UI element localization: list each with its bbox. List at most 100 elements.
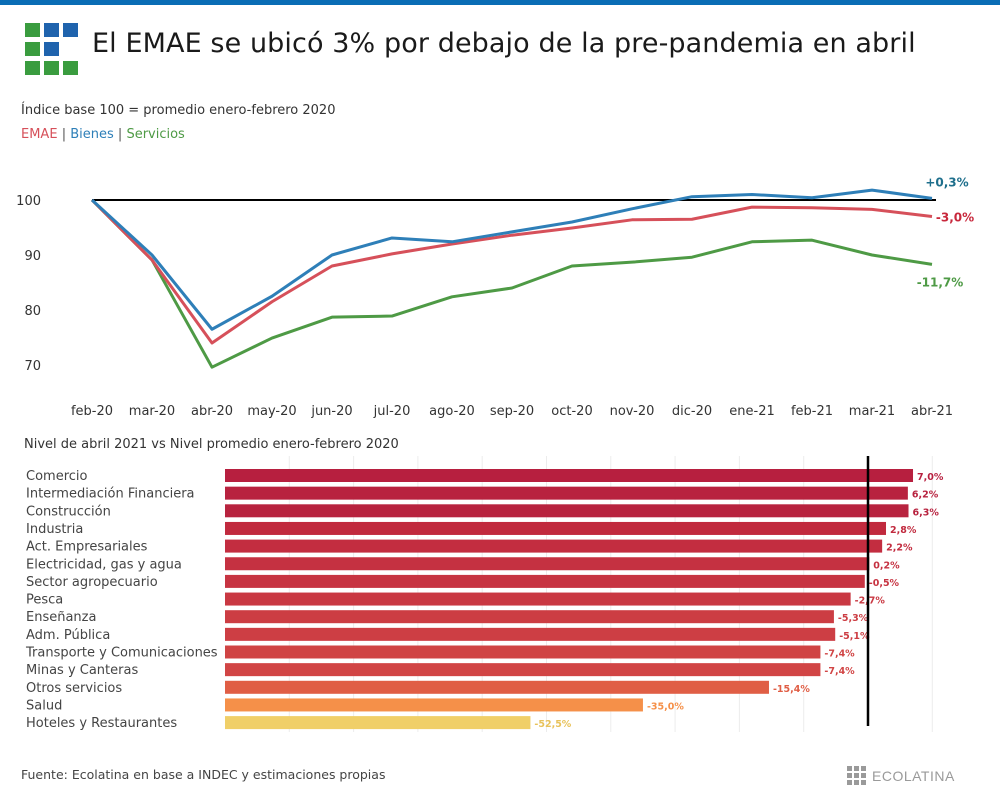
end-label-servicios: -11,7% [917, 275, 964, 289]
bar-value-label: -35,0% [647, 701, 684, 712]
category-label: Adm. Pública [26, 628, 110, 643]
bar-value-label: -52,5% [534, 719, 571, 730]
logo-cell [63, 61, 78, 75]
top-accent-bar [0, 0, 1000, 5]
brand-grid-cell [861, 773, 866, 778]
legend-item-bienes: Bienes [70, 127, 114, 142]
bar-value-label: 6,3% [913, 507, 940, 518]
x-tick-label: jul-20 [373, 404, 411, 419]
category-label: Pesca [26, 593, 63, 608]
legend: EMAE | Bienes | Servicios [21, 127, 185, 142]
ecolatina-logo-icon [25, 23, 78, 75]
line-chart-subtitle: Índice base 100 = promedio enero-febrero… [21, 103, 336, 118]
logo-cell [25, 42, 40, 56]
end-label-emae: -3,0% [936, 211, 974, 225]
bar [225, 645, 821, 659]
source-note: Fuente: Ecolatina en base a INDEC y esti… [21, 767, 386, 782]
series-line-emae [90, 198, 933, 345]
bar [225, 574, 865, 588]
bar [225, 557, 870, 571]
bar-value-label: 6,2% [912, 490, 939, 501]
legend-separator: | [117, 127, 123, 142]
series-line-servicios [90, 198, 933, 369]
brand-name: ECOLATINA [872, 768, 955, 784]
category-label: Sector agropecuario [26, 575, 158, 590]
category-label: Transporte y Comunicaciones [25, 646, 218, 661]
logo-cell [63, 23, 78, 37]
x-tick-label: mar-20 [129, 404, 175, 419]
logo-cell [25, 61, 40, 75]
brand-grid-cell [854, 773, 859, 778]
brand-grid-cell [861, 766, 866, 771]
x-tick-label: ago-20 [429, 404, 475, 419]
bar [225, 627, 836, 641]
x-tick-label: abr-20 [191, 404, 233, 419]
bar-value-label: -7,4% [824, 649, 855, 660]
bar-chart: Comercio 7,0% Intermediación Financiera 6,2… [25, 456, 944, 732]
category-label: Intermediación Financiera [26, 487, 195, 502]
legend-separator: | [61, 127, 67, 142]
bar-value-label: 7,0% [917, 472, 944, 483]
x-tick-label: may-20 [247, 404, 296, 419]
x-tick-label: sep-20 [490, 404, 534, 419]
category-label: Electricidad, gas y agua [26, 557, 182, 572]
legend-item-emae: EMAE [21, 127, 58, 142]
line-chart: 70 80 90 100 feb-20 mar-20 abr-20 may-20 jun-20 j… [16, 175, 974, 419]
bar [225, 521, 887, 535]
category-label: Industria [26, 522, 83, 537]
brand-mark: ECOLATINA [847, 766, 955, 786]
bar-chart-title: Nivel de abril 2021 vs Nivel promedio en… [24, 437, 399, 452]
bar [225, 610, 834, 624]
bar-value-label: -5,3% [838, 613, 869, 624]
brand-grid-cell [847, 773, 852, 778]
x-tick-label: feb-20 [71, 404, 113, 419]
brand-grid-icon [847, 766, 867, 786]
bar-value-label: 0,2% [873, 560, 900, 571]
category-label: Enseñanza [26, 610, 96, 625]
brand-grid-cell [861, 780, 866, 785]
bar-value-label: -0,5% [869, 578, 900, 589]
bar [225, 469, 914, 482]
category-label: Hoteles y Restaurantes [26, 716, 177, 731]
category-label: Construcción [26, 504, 111, 519]
bar [225, 504, 909, 518]
x-tick-label: jun-20 [310, 404, 352, 419]
bar [225, 663, 821, 677]
brand-grid-cell [854, 780, 859, 785]
y-tick-label: 70 [24, 359, 41, 374]
legend-item-servicios: Servicios [126, 127, 185, 142]
brand-grid-cell [847, 780, 852, 785]
bar-value-label: 2,2% [886, 543, 913, 554]
bar [225, 592, 851, 606]
category-label: Salud [26, 698, 62, 713]
y-tick-label: 100 [16, 194, 41, 209]
bar [225, 698, 643, 712]
category-label: Act. Empresariales [26, 540, 148, 555]
bar-value-label: -15,4% [773, 684, 810, 695]
page-title: El EMAE se ubicó 3% por debajo de la pre… [92, 28, 916, 59]
bar [225, 539, 883, 553]
bar [225, 680, 769, 694]
category-label: Comercio [26, 469, 88, 484]
x-tick-label: oct-20 [551, 404, 592, 419]
logo-cell [44, 42, 59, 56]
x-tick-label: ene-21 [729, 404, 774, 419]
series-line-bienes [90, 188, 933, 331]
x-tick-label: dic-20 [672, 404, 712, 419]
bar-value-label: 2,8% [890, 525, 917, 536]
x-tick-label: nov-20 [610, 404, 655, 419]
brand-grid-cell [847, 766, 852, 771]
bar-value-label: -5,1% [839, 631, 870, 642]
x-tick-label: abr-21 [911, 404, 953, 419]
end-label-bienes: +0,3% [925, 175, 968, 189]
y-tick-label: 80 [24, 304, 41, 319]
logo-cell [25, 23, 40, 37]
x-tick-label: feb-21 [791, 404, 833, 419]
category-label: Otros servicios [26, 681, 122, 696]
logo-cell [44, 61, 59, 75]
x-tick-label: mar-21 [849, 404, 895, 419]
y-tick-label: 90 [24, 249, 41, 264]
bar-value-label: -2,7% [855, 596, 886, 607]
bar [225, 716, 531, 730]
bar [225, 486, 908, 500]
